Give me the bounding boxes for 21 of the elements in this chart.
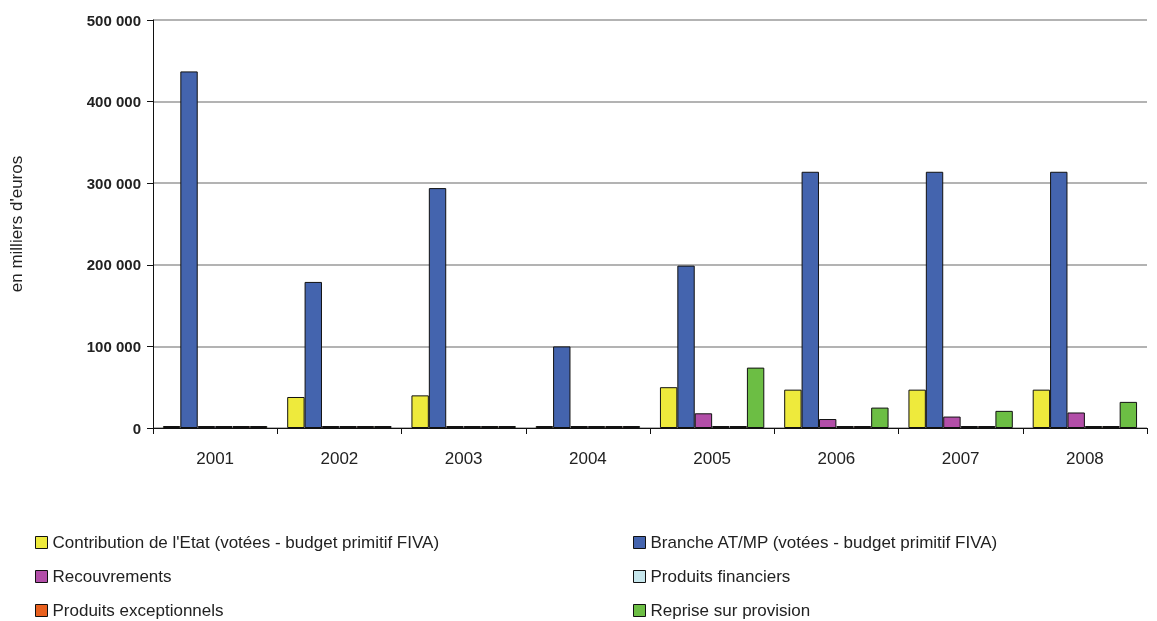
legend-label: Contribution de l'Etat (votées - budget primitif FIVA) — [52, 533, 440, 552]
x-tick-label: 2005 — [693, 449, 732, 468]
y-tick-label: 100 000 — [86, 337, 141, 355]
legend-label: Reprise sur provision — [650, 601, 811, 620]
x-tick-label: 2007 — [941, 449, 980, 468]
y-tick-label: 400 000 — [86, 93, 141, 111]
legend-label: Recouvrements — [52, 567, 172, 586]
legend-label: Produits exceptionnels — [52, 601, 224, 620]
legend-label: Branche AT/MP (votées - budget primitif FIVA) — [650, 533, 998, 552]
y-tick-label: 300 000 — [86, 174, 141, 192]
y-axis-title: en milliers d'euros — [7, 155, 26, 293]
x-tick-label: 2001 — [196, 449, 235, 468]
x-tick-label: 2008 — [1065, 449, 1104, 468]
x-tick-label: 2002 — [320, 449, 359, 468]
x-tick-label: 2006 — [817, 449, 856, 468]
y-tick-label: 0 — [132, 419, 141, 437]
x-tick-label: 2004 — [568, 449, 607, 468]
x-tick-label: 2003 — [444, 449, 483, 468]
y-tick-label: 500 000 — [86, 11, 141, 29]
legend-label: Produits financiers — [650, 567, 791, 586]
y-tick-label: 200 000 — [86, 256, 141, 274]
